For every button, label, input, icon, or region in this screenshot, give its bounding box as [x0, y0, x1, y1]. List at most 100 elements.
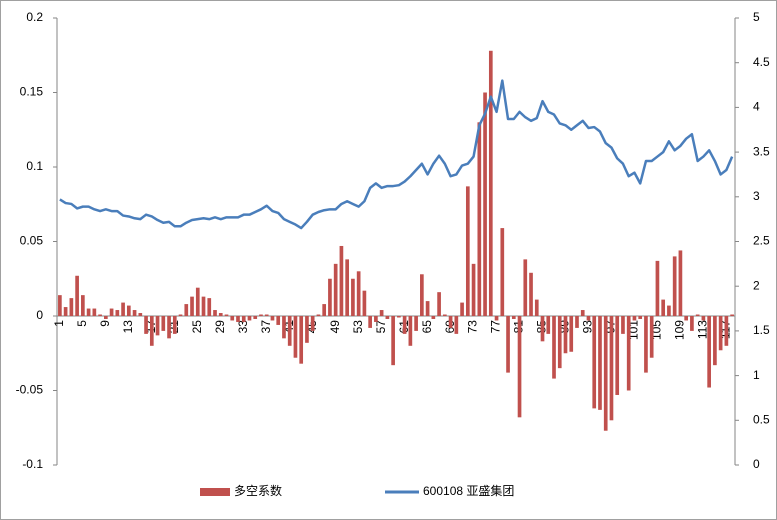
- bar: [241, 316, 246, 322]
- y-tick-label: -0.05: [16, 383, 44, 397]
- bar: [598, 316, 602, 410]
- bar: [172, 316, 177, 334]
- bar: [644, 316, 648, 373]
- y2-tick-label: 1: [753, 368, 760, 382]
- bar: [138, 313, 143, 316]
- bar: [362, 290, 367, 316]
- legend-swatch: [200, 488, 230, 496]
- bar: [379, 310, 384, 316]
- bar: [161, 316, 166, 331]
- bar: [718, 316, 723, 351]
- bar: [276, 316, 281, 325]
- bar: [98, 314, 102, 316]
- y2-tick-label: 3.5: [753, 144, 770, 158]
- bar: [552, 316, 556, 379]
- bar: [270, 316, 275, 321]
- bar: [678, 250, 683, 316]
- bar: [385, 316, 390, 319]
- bar: [149, 316, 154, 346]
- bar: [167, 316, 171, 339]
- bar: [471, 263, 476, 316]
- x-tick-label: 29: [213, 320, 227, 334]
- bar: [92, 308, 97, 316]
- bar: [500, 228, 505, 316]
- bar: [563, 316, 568, 354]
- y-tick-label: 0.1: [26, 159, 43, 173]
- bar: [63, 307, 68, 316]
- x-tick-label: 33: [236, 320, 250, 334]
- bar: [356, 271, 361, 316]
- bar: [184, 304, 189, 316]
- bar: [523, 259, 528, 316]
- bar: [569, 316, 574, 352]
- bar: [724, 316, 729, 346]
- bar: [397, 316, 401, 318]
- bar: [333, 263, 338, 316]
- bar: [253, 316, 258, 319]
- y2-tick-label: 0: [753, 457, 760, 471]
- x-tick-label: 13: [121, 320, 135, 334]
- bar: [655, 260, 660, 316]
- bar: [132, 310, 137, 316]
- bar: [638, 316, 643, 319]
- bar: [310, 316, 315, 331]
- y2-tick-label: 2: [753, 278, 760, 292]
- bar: [115, 310, 120, 316]
- x-tick-label: 37: [259, 320, 273, 334]
- bar: [684, 316, 688, 321]
- bar: [69, 298, 74, 316]
- bar: [465, 186, 470, 316]
- legend-label: 600108 亚盛集团: [423, 483, 514, 498]
- bar: [201, 296, 206, 316]
- x-tick-label: 65: [420, 320, 434, 334]
- bar: [282, 316, 286, 339]
- y2-tick-label: 1.5: [753, 323, 770, 337]
- bar: [649, 316, 654, 358]
- bar: [230, 316, 235, 321]
- bar: [632, 316, 637, 321]
- bar: [316, 314, 321, 316]
- x-tick-label: 77: [489, 320, 503, 334]
- bar: [713, 316, 717, 366]
- bar: [207, 298, 212, 316]
- bar: [224, 314, 229, 316]
- x-tick-label: 73: [466, 320, 480, 334]
- bar: [506, 316, 510, 373]
- bar: [391, 316, 395, 366]
- x-tick-label: 93: [581, 320, 595, 334]
- bar: [575, 316, 579, 328]
- bar: [546, 316, 551, 334]
- bar: [431, 316, 436, 319]
- bar: [425, 301, 430, 316]
- bar: [420, 274, 424, 316]
- bar: [592, 316, 597, 409]
- bar: [580, 310, 585, 316]
- bar: [305, 316, 309, 343]
- bar: [190, 296, 194, 316]
- bar: [511, 316, 516, 319]
- bar: [368, 316, 372, 328]
- bar: [144, 316, 148, 334]
- bar: [615, 316, 620, 395]
- bar: [609, 316, 614, 421]
- bar: [351, 278, 355, 316]
- y-tick-label: 0: [36, 308, 43, 322]
- bar: [195, 287, 200, 316]
- bar: [695, 314, 700, 316]
- bar: [58, 295, 62, 316]
- bar: [414, 316, 418, 331]
- bar: [247, 316, 252, 321]
- bar: [126, 305, 131, 316]
- bar: [155, 316, 160, 336]
- bar: [86, 308, 91, 316]
- x-tick-label: 113: [696, 320, 710, 339]
- bar: [81, 295, 85, 316]
- bar: [483, 92, 487, 316]
- x-tick-label: 57: [374, 320, 388, 334]
- bar: [408, 316, 413, 346]
- y2-tick-label: 2.5: [753, 234, 770, 248]
- line: [59, 79, 734, 230]
